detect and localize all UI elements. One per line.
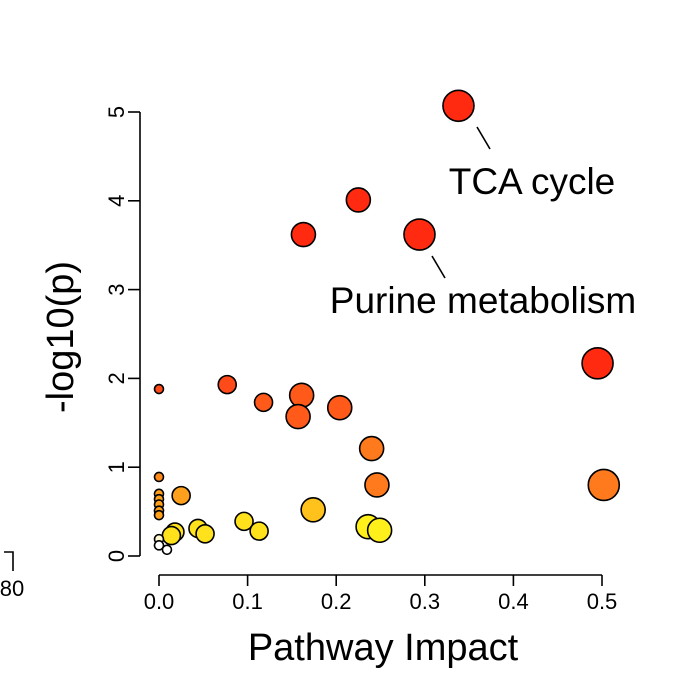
data-point (366, 517, 393, 544)
edge-fragment: 80 (0, 551, 24, 601)
x-tick-label: 0.5 (587, 589, 618, 614)
data-point (161, 544, 173, 556)
data-point (442, 89, 475, 123)
x-tick-label: 0.2 (321, 589, 352, 614)
data-point (403, 218, 436, 251)
x-axis-title: Pathway Impact (248, 627, 519, 669)
data-point (234, 511, 254, 532)
x-tick-label: 0.0 (144, 589, 175, 614)
data-point (364, 472, 390, 498)
data-point (161, 525, 182, 546)
y-tick-label: 5 (104, 106, 129, 118)
data-point (587, 468, 621, 502)
data-point (285, 403, 311, 430)
y-axis-title: -log10(p) (40, 261, 82, 413)
y-tick-label: 2 (104, 372, 129, 384)
data-point (300, 497, 326, 523)
data-point (217, 374, 238, 395)
annotation-label: Purine metabolism (330, 280, 636, 321)
y-tick-label: 4 (104, 195, 129, 207)
data-point (153, 383, 165, 395)
data-point (290, 221, 317, 248)
y-tick-label: 0 (104, 550, 129, 562)
data-point (326, 394, 353, 421)
data-points (153, 89, 621, 556)
data-point (249, 521, 269, 541)
x-tick-label: 0.1 (232, 589, 263, 614)
data-point (153, 509, 165, 521)
data-point (153, 471, 165, 483)
y-tick-label: 3 (104, 283, 129, 295)
data-point (153, 540, 165, 551)
axes: 0 1 2 3 4 5 0.0 0.1 0.2 0.3 0.4 0.5 (104, 106, 617, 614)
data-point (358, 435, 385, 462)
data-point (195, 523, 215, 544)
x-tick-label: 0.4 (498, 589, 529, 614)
data-point (345, 187, 372, 213)
y-tick-label: 1 (104, 461, 129, 473)
annotation-leader (476, 126, 491, 150)
data-point (581, 347, 614, 380)
annotation-label: TCA cycle (449, 161, 616, 202)
data-point (288, 382, 315, 409)
annotations: TCA cycle Purine metabolism (330, 126, 636, 321)
edge-fragment-label: 80 (0, 576, 24, 601)
data-point (253, 392, 274, 413)
edge-fragment-axis (4, 551, 14, 571)
data-point (171, 485, 191, 506)
annotation-leader (431, 255, 446, 279)
x-tick-label: 0.3 (410, 589, 441, 614)
